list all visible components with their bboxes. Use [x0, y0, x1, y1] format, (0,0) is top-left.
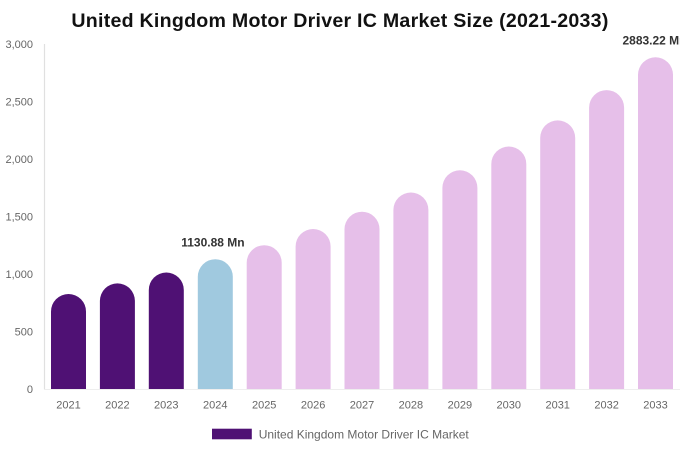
- svg-text:2021: 2021: [56, 400, 80, 412]
- svg-text:500: 500: [15, 327, 33, 339]
- svg-text:2025: 2025: [252, 400, 276, 412]
- svg-text:2,000: 2,000: [5, 154, 33, 166]
- svg-text:2030: 2030: [497, 400, 521, 412]
- svg-text:2027: 2027: [350, 400, 374, 412]
- svg-text:1130.88 Mn: 1130.88 Mn: [181, 236, 244, 250]
- svg-text:2883.22 Mn: 2883.22 Mn: [622, 34, 680, 48]
- svg-text:2,500: 2,500: [5, 96, 33, 108]
- svg-text:2024: 2024: [203, 400, 227, 412]
- svg-text:3,000: 3,000: [5, 39, 33, 51]
- svg-text:1,500: 1,500: [5, 211, 33, 223]
- svg-text:2028: 2028: [399, 400, 423, 412]
- svg-text:United Kingdom Motor Driver IC: United Kingdom Motor Driver IC Market: [259, 428, 470, 442]
- svg-text:2026: 2026: [301, 400, 325, 412]
- svg-text:2032: 2032: [594, 400, 618, 412]
- svg-text:1,000: 1,000: [5, 269, 33, 281]
- svg-text:2033: 2033: [643, 400, 667, 412]
- svg-text:2023: 2023: [154, 400, 178, 412]
- svg-text:0: 0: [27, 384, 33, 396]
- svg-text:United Kingdom Motor Driver IC: United Kingdom Motor Driver IC Market Si…: [71, 10, 608, 32]
- svg-text:2031: 2031: [545, 400, 569, 412]
- svg-text:2029: 2029: [448, 400, 472, 412]
- svg-text:2022: 2022: [105, 400, 129, 412]
